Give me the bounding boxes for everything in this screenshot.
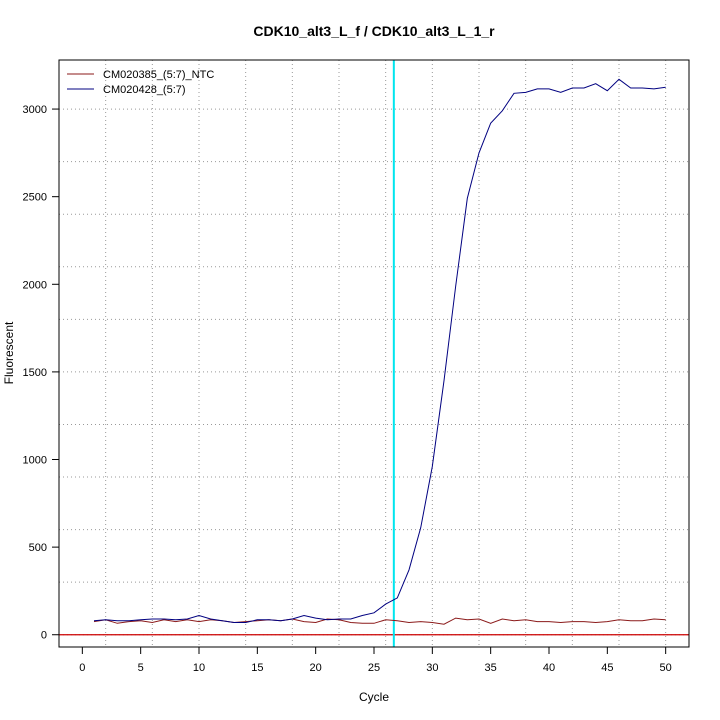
x-tick-label: 5 xyxy=(138,662,144,674)
x-axis: 0 5 10 15 20 25 30 35 40 45 50 xyxy=(79,646,672,674)
x-tick-label: 25 xyxy=(368,662,380,674)
x-axis-label: Cycle xyxy=(359,690,389,704)
x-tick-label: 40 xyxy=(543,662,555,674)
chart-title: CDK10_alt3_L_f / CDK10_alt3_L_1_r xyxy=(253,23,495,39)
series-line-1 xyxy=(93,617,666,625)
legend-label-2: CM020428_(5:7) xyxy=(103,84,186,96)
y-tick-label: 2500 xyxy=(23,192,47,204)
y-axis-label: Fluorescent xyxy=(2,321,16,384)
grid-lines xyxy=(59,60,689,647)
y-tick-label: 2000 xyxy=(23,279,47,291)
legend-label-1: CM020385_(5:7)_NTC xyxy=(103,69,214,81)
y-tick-label: 1000 xyxy=(23,455,47,467)
y-axis: 0 500 1000 1500 2000 2500 3000 xyxy=(23,104,60,642)
x-tick-label: 50 xyxy=(660,662,672,674)
x-tick-label: 20 xyxy=(310,662,322,674)
x-tick-label: 30 xyxy=(426,662,438,674)
series-line-2 xyxy=(93,78,666,623)
y-tick-label: 0 xyxy=(41,630,47,642)
y-tick-label: 1500 xyxy=(23,367,47,379)
x-tick-label: 10 xyxy=(193,662,205,674)
y-tick-label: 3000 xyxy=(23,104,47,116)
x-tick-label: 45 xyxy=(601,662,613,674)
x-tick-label: 35 xyxy=(485,662,497,674)
y-tick-label: 500 xyxy=(29,542,47,554)
x-tick-label: 0 xyxy=(79,662,85,674)
series-lines xyxy=(93,78,666,625)
legend: CM020385_(5:7)_NTC CM020428_(5:7) xyxy=(67,69,214,96)
x-tick-label: 15 xyxy=(251,662,263,674)
